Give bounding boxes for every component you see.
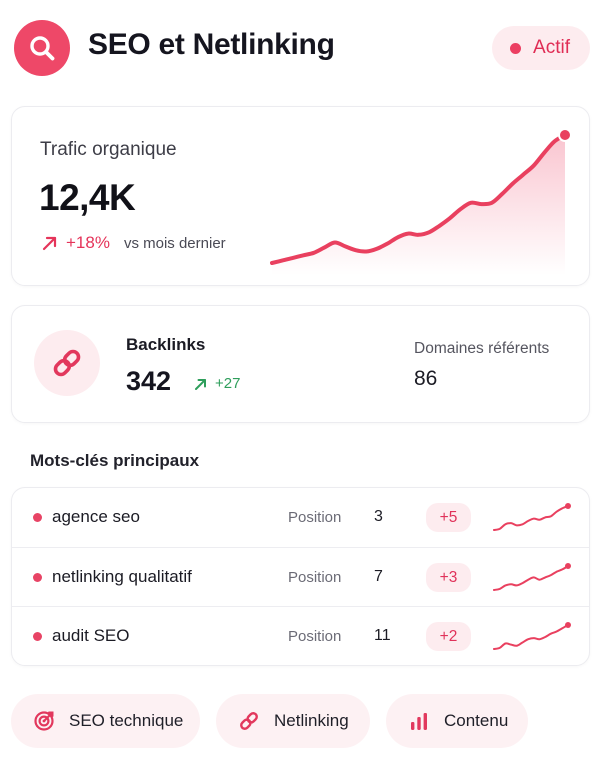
keyword-row[interactable]: audit SEO Position 11 +2 [12, 606, 589, 665]
position-label: Position [288, 569, 342, 586]
keyword-name: agence seo [52, 507, 140, 526]
bullet-icon [33, 632, 42, 641]
sparkline-end-point [565, 563, 571, 569]
target-icon [34, 711, 54, 731]
traffic-trend-chart [270, 128, 572, 275]
keyword-sparkline [493, 563, 571, 591]
sparkline-end-point [565, 503, 571, 509]
netlinking-button[interactable]: Netlinking [216, 694, 370, 748]
keywords-section-title: Mots-clés principaux [30, 451, 200, 470]
traffic-change-value: +18% [66, 233, 110, 252]
arrow-up-right-icon [42, 236, 57, 251]
traffic-label: Trafic organique [40, 139, 177, 160]
traffic-change-caption: vs mois dernier [123, 234, 226, 252]
position-value: 11 [374, 627, 391, 644]
sparkline-line [493, 565, 569, 591]
position-label: Position [288, 509, 342, 526]
page-title: SEO et Netlinking [88, 28, 335, 61]
keyword-sparkline [493, 503, 571, 531]
position-label: Position [288, 628, 342, 645]
netlinking-label: Netlinking [274, 711, 349, 730]
contenu-label: Contenu [444, 711, 509, 730]
keyword-row[interactable]: netlinking qualitatif Position 7 +3 [12, 547, 589, 606]
status-label: Actif [533, 37, 570, 58]
link-icon [34, 330, 100, 396]
sparkline-line [493, 624, 569, 650]
referring-domains-label: Domaines référents [414, 340, 550, 357]
keyword-sparkline [493, 622, 571, 650]
traffic-value: 12,4K [39, 177, 136, 218]
bullet-icon [33, 573, 42, 582]
keyword-name: audit SEO [52, 626, 130, 645]
seo-technique-label: SEO technique [69, 711, 184, 730]
keyword-row[interactable]: agence seo Position 3 +5 [12, 488, 589, 547]
search-icon[interactable] [14, 20, 70, 76]
backlinks-card[interactable]: Backlinks 342 +27 Domaines référents 86 [11, 305, 590, 423]
backlinks-label: Backlinks [126, 335, 206, 354]
position-value: 7 [374, 568, 383, 585]
page-header: SEO et Netlinking Actif [12, 18, 590, 78]
position-change-badge: +3 [426, 563, 471, 592]
contenu-button[interactable]: Contenu [386, 694, 528, 748]
status-dot-icon [510, 42, 522, 54]
backlinks-change-value: +27 [215, 375, 241, 392]
traffic-end-point [558, 128, 572, 142]
backlinks-value: 342 [126, 366, 172, 396]
position-value: 3 [374, 508, 383, 525]
sparkline-line [493, 505, 569, 531]
traffic-line [270, 133, 567, 265]
bar-chart-icon [411, 713, 427, 730]
arrow-up-right-icon [195, 378, 206, 390]
backlinks-change: +27 [193, 375, 240, 392]
keywords-list: agence seo Position 3 +5 netlinking qual… [11, 487, 590, 666]
traffic-area [272, 135, 565, 275]
status-badge[interactable]: Actif [492, 26, 590, 70]
link-icon [240, 712, 258, 730]
organic-traffic-card[interactable]: Trafic organique 12,4K +18% vs mois dern… [11, 106, 590, 286]
sparkline-end-point [565, 622, 571, 628]
position-change-badge: +5 [426, 503, 471, 532]
keyword-name: netlinking qualitatif [52, 567, 192, 586]
seo-technique-button[interactable]: SEO technique [11, 694, 200, 748]
referring-domains-value: 86 [414, 367, 438, 390]
traffic-change: +18% vs mois dernier [40, 233, 226, 253]
bullet-icon [33, 513, 42, 522]
position-change-badge: +2 [426, 622, 471, 651]
